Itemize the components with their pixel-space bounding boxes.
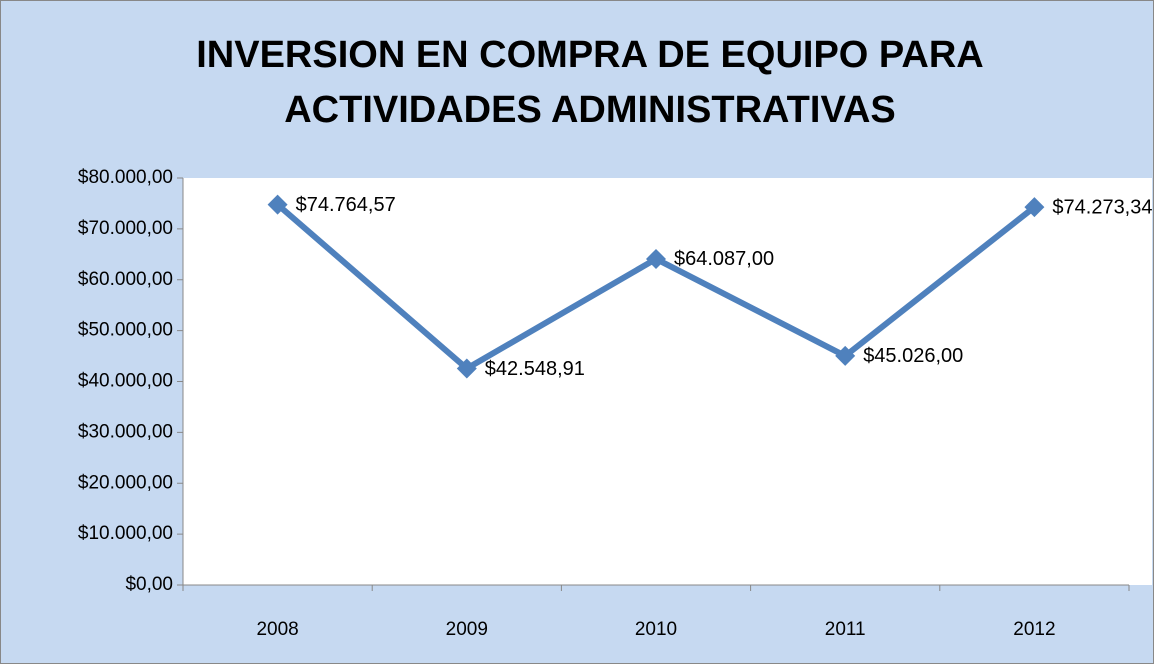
point-marker <box>646 248 666 269</box>
chart-title: INVERSION EN COMPRA DE EQUIPO PARA <box>196 34 984 76</box>
y-tick-label: $60.000,00 <box>78 269 173 290</box>
x-tick-label: 2011 <box>825 619 866 640</box>
y-tick-label: $30.000,00 <box>78 421 173 442</box>
y-tick-label: $0,00 <box>125 574 173 595</box>
point-marker <box>835 345 856 366</box>
point-marker <box>1024 197 1045 218</box>
x-tick-label: 2010 <box>635 619 677 640</box>
data-label: $74.273,34 <box>1052 196 1152 218</box>
data-label: $45.026,00 <box>863 345 963 367</box>
point-marker <box>456 358 477 379</box>
y-tick-label: $10.000,00 <box>78 523 173 544</box>
y-tick-label: $80.000,00 <box>78 167 173 188</box>
y-tick-label: $70.000,00 <box>78 218 173 239</box>
x-tick-label: 2012 <box>1013 619 1055 640</box>
x-tick-label: 2009 <box>446 619 488 640</box>
y-tick-label: $50.000,00 <box>78 320 173 341</box>
data-label: $64.087,00 <box>674 248 774 270</box>
y-tick-label: $40.000,00 <box>78 371 173 392</box>
data-label: $74.764,57 <box>296 194 396 216</box>
data-label: $42.548,91 <box>485 358 585 380</box>
chart-title: ACTIVIDADES ADMINISTRATIVAS <box>284 89 896 131</box>
x-tick-label: 2008 <box>256 619 298 640</box>
y-tick-label: $20.000,00 <box>78 472 173 493</box>
point-marker <box>267 194 288 215</box>
plot-area <box>183 178 1152 585</box>
